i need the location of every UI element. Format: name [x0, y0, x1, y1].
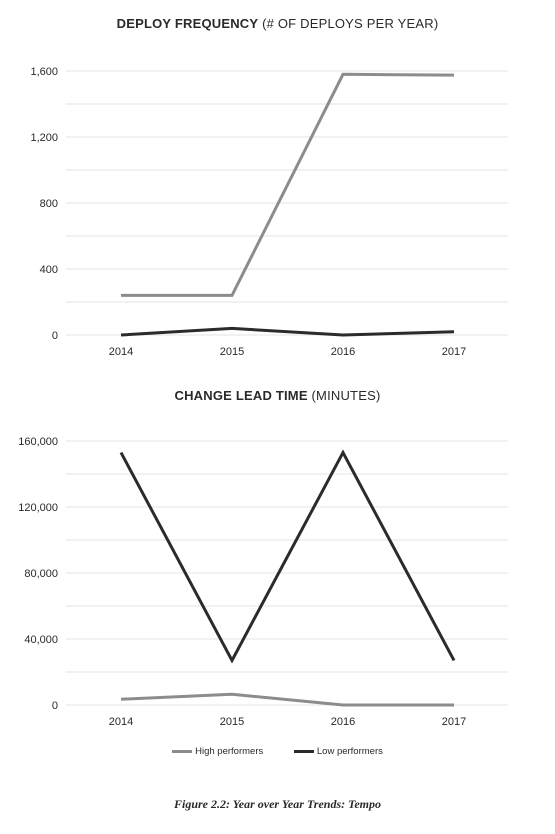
legend-item-high: High performers: [172, 746, 263, 757]
change-lead-time-title-unit: (MINUTES): [311, 388, 381, 403]
deploy-frequency-title-bold: DEPLOY FREQUENCY: [116, 16, 259, 31]
x-tick-label: 2014: [109, 346, 133, 358]
y-tick-label: 400: [40, 264, 58, 276]
y-tick-label: 40,000: [24, 634, 58, 646]
x-tick-label: 2014: [109, 716, 133, 728]
change-lead-time-chart: 0 40,000 80,000 120,000 160,000 2014 2015 2016 2…: [18, 436, 508, 728]
x-tick-label: 2016: [331, 346, 355, 358]
y-tick-label: 800: [40, 198, 58, 210]
series-line-low: [119, 449, 456, 664]
legend-label-low: Low performers: [316, 746, 383, 757]
y-tick-label: 80,000: [24, 568, 58, 580]
legend-label-high: High performers: [195, 746, 264, 757]
y-tick-label: 160,000: [18, 436, 58, 448]
x-tick-label: 2016: [331, 716, 355, 728]
x-tick-label: 2017: [442, 346, 466, 358]
x-tick-label: 2017: [442, 716, 466, 728]
legend: High performers Low performers: [0, 746, 555, 757]
y-tick-label: 1,200: [30, 132, 58, 144]
deploy-frequency-title-unit: (# OF DEPLOYS PER YEAR): [262, 16, 439, 31]
change-lead-time-title-bold: CHANGE LEAD TIME: [174, 388, 308, 403]
legend-item-low: Low performers: [293, 746, 383, 757]
deploy-frequency-title: DEPLOY FREQUENCY (# OF DEPLOYS PER YEAR): [0, 16, 555, 31]
y-tick-label: 120,000: [18, 502, 58, 514]
deploy-frequency-chart: 0 400 800 1,200 1,600 2014 2015 2016 2017: [30, 66, 508, 358]
change-lead-time-title: CHANGE LEAD TIME (MINUTES): [0, 388, 555, 403]
legend-swatch-high: [172, 749, 193, 753]
y-tick-label: 1,600: [30, 66, 58, 78]
series-line-high: [120, 692, 454, 707]
legend-swatch-low: [293, 749, 314, 753]
y-tick-label: 0: [52, 330, 58, 342]
series-line-low: [120, 326, 455, 337]
y-tick-label: 0: [52, 700, 58, 712]
x-tick-label: 2015: [220, 716, 244, 728]
figure-caption: Figure 2.2: Year over Year Trends: Tempo: [174, 797, 381, 811]
x-tick-label: 2015: [220, 346, 244, 358]
series-line-high: [121, 72, 455, 297]
